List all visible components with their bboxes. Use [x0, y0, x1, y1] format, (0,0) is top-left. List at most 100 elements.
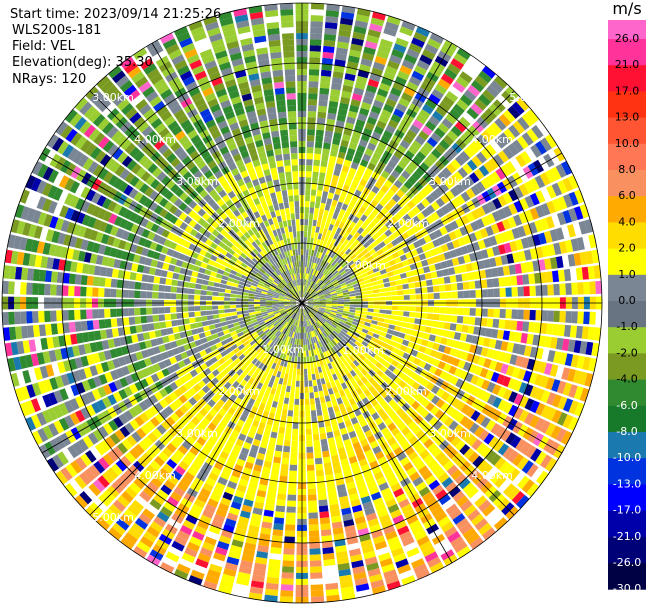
gate [518, 409, 529, 423]
gate [488, 436, 500, 449]
gate [415, 445, 427, 455]
gate [513, 380, 523, 392]
gate [427, 556, 442, 568]
gate [358, 458, 368, 467]
gate [385, 472, 396, 482]
gate [356, 144, 366, 154]
gate [535, 347, 544, 360]
gate [516, 456, 529, 471]
gate [571, 311, 578, 324]
gate [337, 447, 346, 455]
gate [273, 395, 280, 403]
gate [457, 237, 466, 247]
gate [343, 308, 350, 312]
gate [307, 488, 317, 495]
gate [324, 376, 330, 384]
gate [429, 32, 444, 44]
gate [324, 309, 331, 313]
gate [581, 326, 589, 340]
gate [466, 532, 480, 545]
gate [448, 175, 459, 186]
gate [313, 250, 318, 257]
gate [382, 403, 392, 413]
gate [482, 65, 496, 79]
gate [322, 51, 334, 59]
gate [500, 429, 512, 442]
gate [380, 487, 392, 497]
gate [485, 174, 496, 187]
gate [340, 427, 348, 436]
gate [424, 250, 432, 259]
gate [545, 169, 556, 184]
gate [266, 300, 273, 303]
gate [331, 300, 338, 303]
gate [86, 320, 94, 331]
gate [314, 141, 323, 149]
gate [418, 360, 427, 369]
gate [482, 504, 496, 517]
gate [325, 16, 339, 24]
gate [104, 288, 111, 298]
gate [353, 231, 361, 239]
gate [325, 308, 332, 312]
gate [313, 306, 320, 309]
gate [339, 145, 348, 154]
gate [559, 241, 568, 254]
gate [424, 272, 432, 280]
gate [365, 282, 372, 288]
gate [275, 505, 286, 513]
gate [333, 65, 345, 73]
gate [309, 554, 322, 561]
gate [310, 325, 314, 332]
gate [443, 322, 451, 330]
gate [507, 143, 519, 156]
gate [441, 428, 452, 439]
gate [455, 324, 463, 332]
gate [394, 325, 402, 332]
gate [330, 89, 341, 97]
gate [277, 493, 287, 501]
gate [364, 347, 371, 354]
gate [489, 471, 502, 484]
gate [545, 457, 558, 472]
gate [316, 117, 326, 125]
gate [475, 308, 482, 317]
gate [390, 441, 400, 451]
gate [315, 322, 321, 328]
gate [190, 323, 197, 330]
gate [326, 4, 340, 12]
gate [483, 337, 491, 347]
gate [335, 287, 342, 291]
gate [310, 274, 314, 281]
gate [260, 299, 267, 302]
gate [397, 525, 410, 536]
gate [254, 304, 261, 307]
gate [354, 271, 362, 277]
gate [313, 385, 318, 393]
gate [430, 190, 440, 201]
gate [319, 396, 326, 404]
gate [328, 243, 334, 251]
gate [489, 122, 502, 135]
gate [428, 365, 438, 374]
gate [236, 311, 243, 315]
gate [370, 491, 382, 501]
gate [480, 347, 489, 357]
gate [397, 174, 407, 184]
gate [398, 208, 407, 217]
gate [445, 307, 452, 315]
gate [573, 386, 584, 400]
gate [310, 331, 314, 338]
gate [428, 264, 436, 272]
gate [345, 248, 352, 255]
gate [336, 350, 342, 358]
gate [470, 374, 480, 385]
gate [330, 311, 337, 315]
gate [32, 324, 41, 338]
gate [423, 234, 432, 243]
gate [20, 311, 27, 324]
gate [396, 337, 404, 344]
gate [520, 332, 528, 344]
gate [493, 154, 505, 167]
gate [273, 523, 284, 531]
